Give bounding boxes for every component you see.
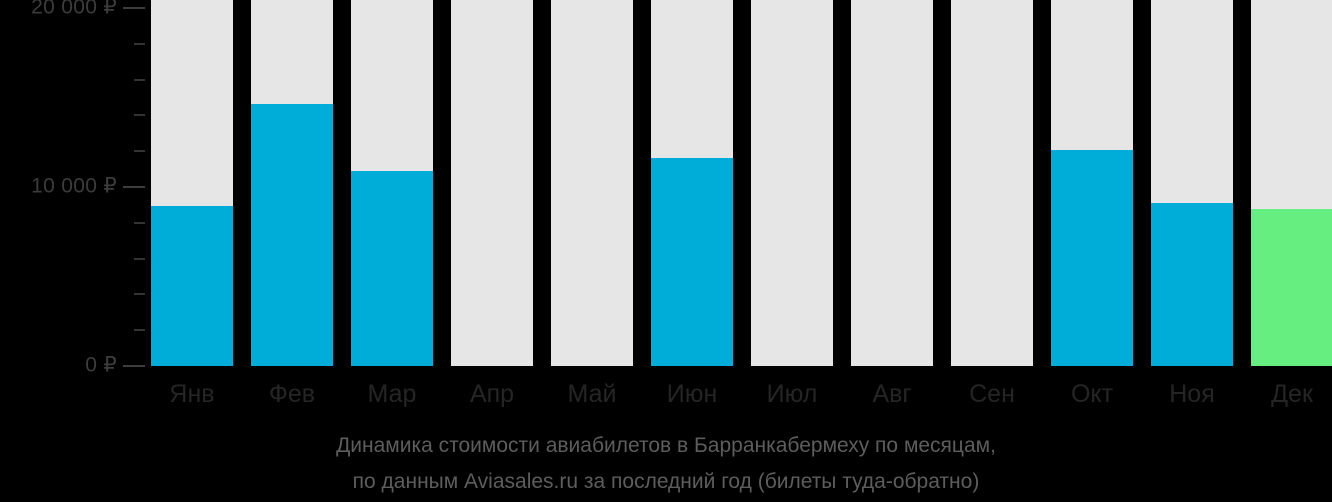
y-axis-label: 10 000 ₽	[31, 174, 117, 198]
x-axis-label-11: Ноя	[1169, 380, 1215, 408]
caption-line-2: по данным Aviasales.ru за последний год …	[352, 470, 980, 493]
x-axis-label-7: Июл	[766, 380, 818, 408]
bar-column[interactable]	[1151, 0, 1233, 366]
y-axis-minor-tick	[134, 78, 145, 81]
x-axis-label-4: Апр	[469, 380, 515, 408]
bar-column[interactable]	[1051, 0, 1133, 366]
x-axis-label-3: Мар	[367, 380, 417, 408]
y-axis-minor-tick	[134, 257, 145, 260]
x-axis-label-12: Дек	[1271, 380, 1313, 408]
x-axis-category-labels: Янв Фев Мар Апр Май Июн Июл Авг Сен Окт Ноя Дек	[151, 366, 1332, 422]
plot-area	[151, 0, 1332, 366]
y-axis-major-tick	[123, 7, 145, 9]
bar-column[interactable]	[951, 0, 1033, 366]
bar-value-fill	[1251, 209, 1332, 366]
bar-column[interactable]	[551, 0, 633, 366]
y-axis-label: 0 ₽	[85, 353, 117, 377]
x-axis-label-6: Июн	[666, 380, 718, 408]
bar-background-track	[951, 0, 1033, 366]
bar-column[interactable]	[751, 0, 833, 366]
y-axis-minor-tick	[134, 114, 145, 117]
bar-value-fill	[351, 170, 433, 366]
x-axis-label-2: Фев	[268, 380, 316, 408]
bar-background-track	[551, 0, 633, 366]
bar-column[interactable]	[651, 0, 733, 366]
x-axis-label-8: Авг	[872, 380, 912, 408]
bar-value-fill	[1051, 149, 1133, 366]
bar-column[interactable]	[151, 0, 233, 366]
y-axis-minor-tick	[134, 329, 145, 332]
bar-value-fill	[1151, 202, 1233, 366]
bar-value-fill	[651, 158, 733, 366]
bar-column[interactable]	[351, 0, 433, 366]
y-axis-label: 20 000 ₽	[31, 0, 117, 19]
bar-column[interactable]	[451, 0, 533, 366]
bar-background-track	[751, 0, 833, 366]
caption-line-1: Динамика стоимости авиабилетов в Барранк…	[336, 434, 996, 457]
bar-value-fill	[151, 205, 233, 366]
y-axis-minor-tick	[134, 42, 145, 45]
y-axis-major-tick	[123, 365, 145, 367]
bar-background-track	[451, 0, 533, 366]
y-axis: 0 ₽ 10 000 ₽ 20 000 ₽	[0, 0, 147, 502]
bar-value-fill	[251, 103, 333, 366]
y-axis-minor-tick	[134, 150, 145, 153]
x-axis-label-5: Май	[567, 380, 617, 408]
x-axis-label-1: Янв	[169, 380, 215, 408]
bar-column[interactable]	[251, 0, 333, 366]
x-axis-label-10: Окт	[1070, 380, 1114, 408]
y-axis-minor-tick	[134, 221, 145, 224]
x-axis-label-9: Сен	[969, 380, 1015, 408]
bar-column[interactable]	[1251, 0, 1332, 366]
y-axis-minor-tick	[134, 293, 145, 296]
y-axis-major-tick	[123, 186, 145, 188]
bar-background-track	[851, 0, 933, 366]
chart-caption: Динамика стоимости авиабилетов в Барранк…	[0, 428, 1332, 500]
bar-column[interactable]	[851, 0, 933, 366]
